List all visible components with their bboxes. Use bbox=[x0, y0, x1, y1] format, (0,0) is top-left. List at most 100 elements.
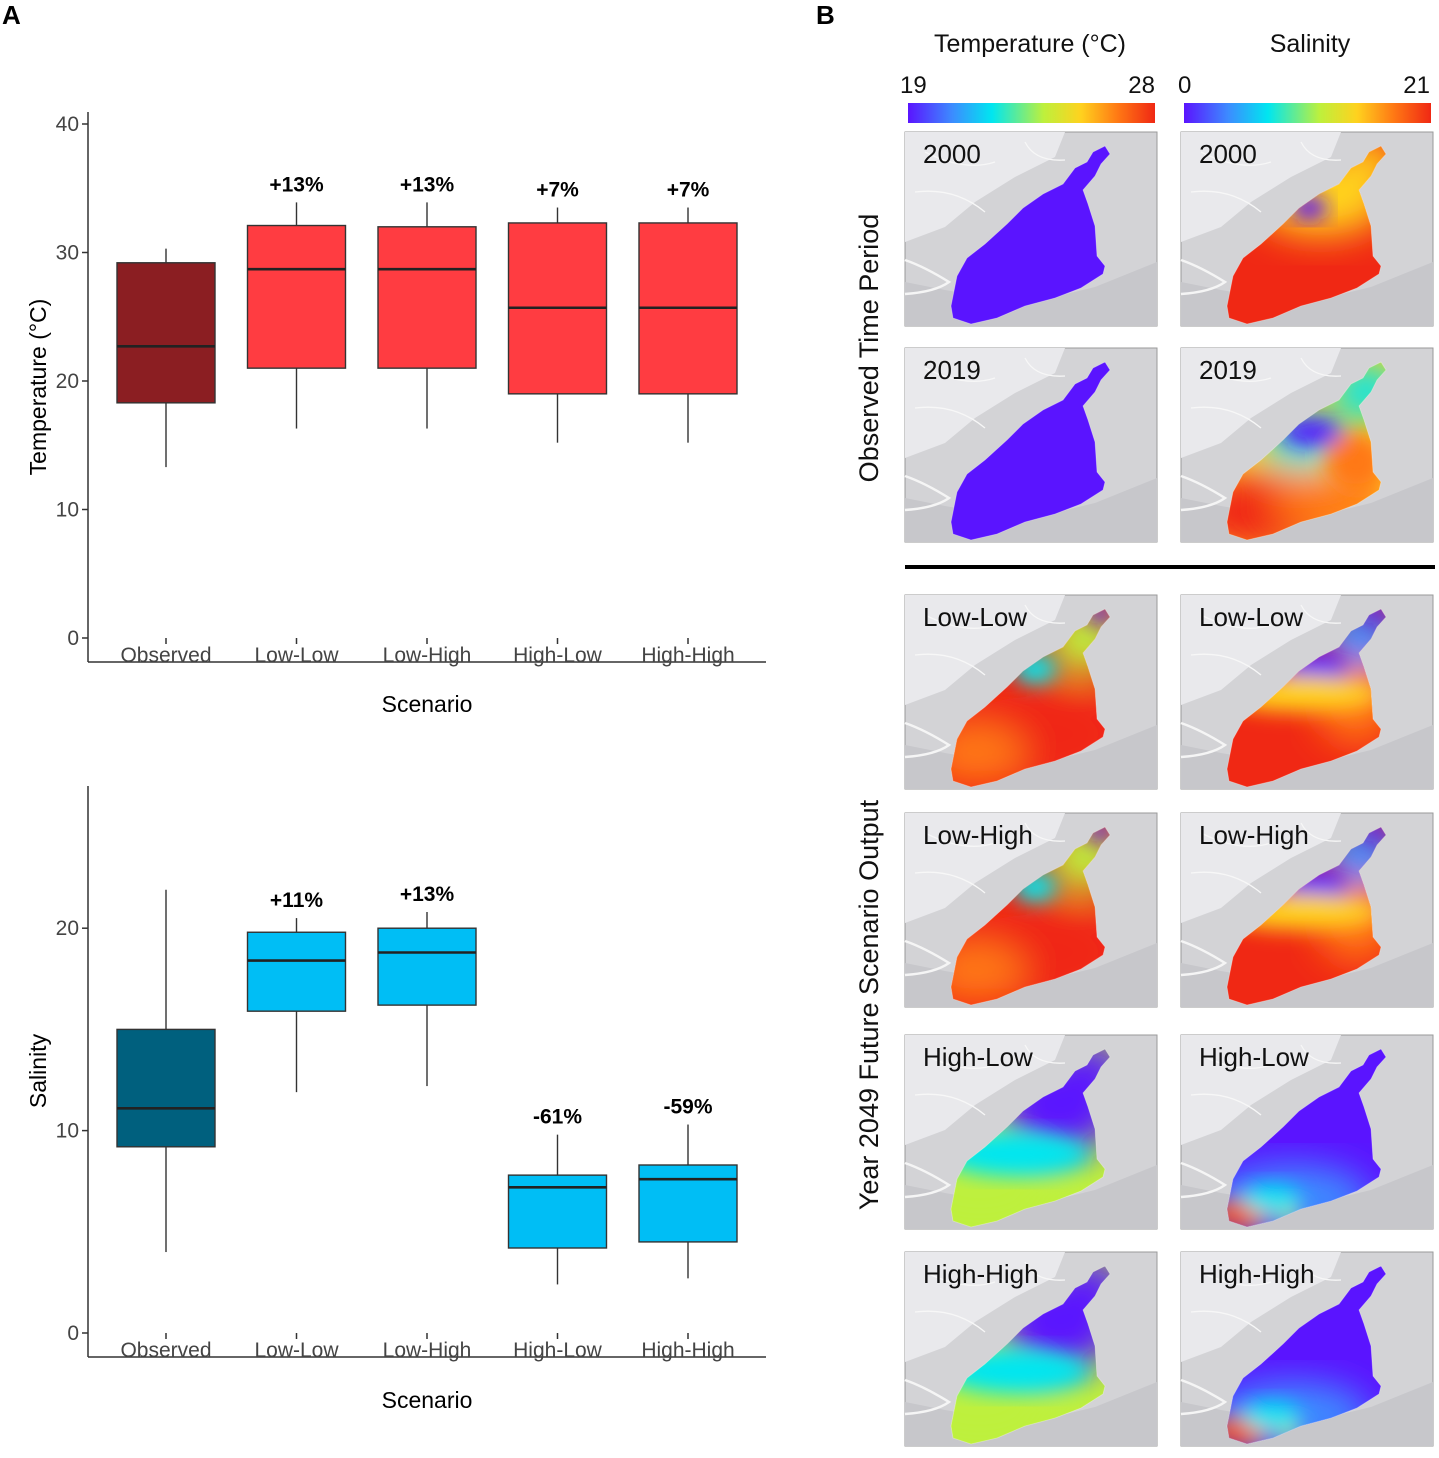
map-label: High-Low bbox=[1199, 1042, 1309, 1072]
percent-change-label: +7% bbox=[536, 179, 579, 202]
river-lines bbox=[914, 357, 1066, 429]
box-low-low: +11% bbox=[246, 889, 347, 1093]
land-area bbox=[905, 1035, 1065, 1145]
x-tick-label: Low-Low bbox=[254, 1339, 339, 1362]
percent-change-label: +13% bbox=[269, 173, 324, 196]
detail-blob bbox=[1241, 1402, 1301, 1430]
y-tick-label: 0 bbox=[67, 1322, 79, 1345]
box-body bbox=[116, 1028, 216, 1148]
detail-blob bbox=[1088, 609, 1110, 624]
panel-a-label: A bbox=[2, 0, 21, 30]
temperature-y-axis-title: Temperature (°C) bbox=[25, 299, 51, 476]
temperature-boxplot: 0 10 20 30 40 +13% +13% +7% +7% Observed Low-Low… bbox=[25, 112, 766, 717]
x-tick-label: Low-High bbox=[383, 644, 472, 667]
bay-outline bbox=[950, 361, 1111, 541]
temperature-colorbar bbox=[908, 103, 1155, 123]
gradient-blob bbox=[951, 942, 1025, 1002]
x-tick-label: Observed bbox=[120, 1339, 211, 1362]
y-tick-label: 10 bbox=[56, 1120, 79, 1143]
box-body bbox=[638, 1164, 738, 1243]
y-tick-label: 30 bbox=[56, 242, 79, 265]
detail-blob bbox=[1088, 827, 1110, 842]
box-low-high: +13% bbox=[377, 883, 477, 1087]
temperature-scale-max: 28 bbox=[1128, 72, 1155, 99]
map-salinity-high-low: High-Low bbox=[1180, 1034, 1434, 1230]
river-lines bbox=[914, 141, 1066, 213]
detail-blob bbox=[1364, 609, 1386, 624]
temperature-scale-min: 19 bbox=[900, 72, 927, 99]
river-lines bbox=[914, 1261, 1066, 1333]
bay-outline bbox=[950, 608, 1111, 788]
river-lines bbox=[914, 822, 1066, 894]
map-temperature-low-low: Low-Low bbox=[904, 594, 1158, 790]
bay-outline bbox=[950, 1048, 1111, 1228]
salinity-scale-max: 21 bbox=[1403, 72, 1430, 99]
land-area bbox=[1181, 1035, 1341, 1145]
bay-outline bbox=[1226, 1265, 1387, 1445]
river-lines bbox=[1190, 357, 1342, 429]
land-area bbox=[1181, 348, 1341, 458]
bay-outline bbox=[1226, 145, 1387, 325]
y-tick-label: 0 bbox=[67, 627, 79, 650]
percent-change-label: +7% bbox=[667, 179, 710, 202]
detail-blob bbox=[1326, 432, 1386, 492]
coastline bbox=[904, 258, 952, 296]
land-area bbox=[905, 1252, 1065, 1362]
map-salinity-high-high: High-High bbox=[1180, 1251, 1434, 1447]
map-temperature-high-low: High-Low bbox=[904, 1034, 1158, 1230]
river-lines bbox=[914, 1044, 1066, 1116]
bay-outline bbox=[950, 826, 1111, 1006]
box-low-high: +13% bbox=[377, 173, 477, 429]
map-label: Low-High bbox=[1199, 820, 1309, 850]
land-area bbox=[1181, 1252, 1341, 1362]
map-salinity-2019: 2019 bbox=[1180, 347, 1434, 543]
bay-outline bbox=[1226, 361, 1387, 541]
map-salinity-2000: 2000 bbox=[1180, 131, 1434, 327]
land-area bbox=[905, 813, 1065, 923]
river-lines bbox=[1190, 1044, 1342, 1116]
salinity-boxplot: 0 10 20 +11% +13% -61% -59% Observed Low-Low Lo… bbox=[25, 786, 766, 1413]
map-label: 2000 bbox=[923, 139, 981, 169]
salinity-x-axis-title: Scenario bbox=[382, 1387, 473, 1413]
detail-blob bbox=[1364, 827, 1386, 842]
coastline bbox=[904, 1378, 952, 1416]
map-salinity-low-low: Low-Low bbox=[1180, 594, 1434, 790]
river-lines bbox=[1190, 822, 1342, 894]
percent-change-label: -59% bbox=[663, 1096, 712, 1119]
percent-change-label: +13% bbox=[400, 173, 455, 196]
coastline bbox=[904, 939, 952, 977]
box-high-high: +7% bbox=[638, 179, 738, 443]
bay-outline bbox=[1226, 1048, 1387, 1228]
coastline bbox=[904, 721, 952, 759]
bay-outline bbox=[1226, 608, 1387, 788]
x-tick-label: Low-Low bbox=[254, 644, 339, 667]
x-tick-label: High-High bbox=[641, 1339, 734, 1362]
river-lines bbox=[914, 604, 1066, 676]
salinity-colorbar bbox=[1184, 103, 1431, 123]
map-label: Low-High bbox=[923, 820, 1033, 850]
x-tick-label: High-High bbox=[641, 644, 734, 667]
box-low-low: +13% bbox=[246, 173, 347, 429]
percent-change-label: +11% bbox=[270, 889, 323, 912]
box-high-low: -61% bbox=[507, 1106, 608, 1285]
y-tick-label: 40 bbox=[56, 113, 79, 136]
map-temperature-2019: 2019 bbox=[904, 347, 1158, 543]
box-high-low: +7% bbox=[507, 179, 608, 443]
coastline bbox=[1180, 1378, 1228, 1416]
map-grid: Temperature (°C) Salinity 19 28 0 21 Obs… bbox=[854, 30, 1435, 1447]
bay-outline bbox=[950, 145, 1111, 325]
gradient-blob bbox=[951, 724, 1025, 784]
river-lines bbox=[1190, 604, 1342, 676]
panel-b-label: B bbox=[816, 0, 835, 30]
coastline bbox=[904, 1161, 952, 1199]
salinity-y-axis-title: Salinity bbox=[25, 1033, 51, 1108]
map-label: High-High bbox=[923, 1259, 1039, 1289]
land-area bbox=[905, 595, 1065, 705]
map-label: High-High bbox=[1199, 1259, 1315, 1289]
map-temperature-high-high: High-High bbox=[904, 1251, 1158, 1447]
temperature-column-title: Temperature (°C) bbox=[934, 30, 1126, 58]
bay-outline bbox=[950, 1265, 1111, 1445]
percent-change-label: -61% bbox=[533, 1106, 582, 1129]
map-label: High-Low bbox=[923, 1042, 1033, 1072]
map-label: Low-Low bbox=[923, 602, 1027, 632]
